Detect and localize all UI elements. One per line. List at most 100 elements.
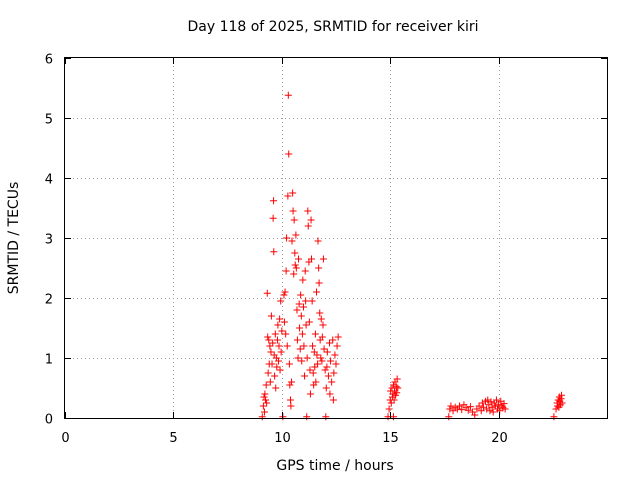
data-point [484, 396, 492, 404]
data-point [276, 366, 284, 374]
data-point [266, 378, 274, 386]
data-point [280, 291, 288, 299]
data-point [306, 390, 314, 398]
data-point [479, 403, 487, 411]
data-point [456, 402, 464, 410]
data-point [273, 336, 281, 344]
data-point [319, 321, 327, 329]
data-point [477, 407, 485, 415]
data-point [489, 408, 497, 416]
data-point [277, 348, 285, 356]
data-point [274, 321, 282, 329]
data-point [389, 413, 397, 421]
data-point [277, 297, 285, 305]
data-point [306, 366, 314, 374]
data-point [288, 378, 296, 386]
data-point [264, 369, 272, 377]
data-point [557, 391, 565, 399]
data-point [317, 354, 325, 362]
data-point [327, 357, 335, 365]
data-point [263, 289, 271, 297]
data-point [393, 375, 401, 383]
x-tick-label: 15 [382, 431, 399, 446]
data-point [285, 150, 293, 158]
data-point [313, 351, 321, 359]
data-point [294, 354, 302, 362]
data-point [301, 267, 309, 275]
data-point [318, 357, 326, 365]
data-point [471, 411, 479, 419]
data-point [302, 297, 310, 305]
data-points [258, 91, 566, 421]
data-point [449, 407, 457, 415]
data-point [275, 357, 283, 365]
data-point [271, 330, 279, 338]
data-point [550, 413, 558, 421]
data-point [330, 369, 338, 377]
data-point [309, 342, 317, 350]
data-point [315, 264, 323, 272]
data-point [297, 312, 305, 320]
data-point [445, 413, 453, 421]
y-tick-label: 5 [45, 113, 53, 128]
data-point [492, 396, 500, 404]
data-point [296, 324, 304, 332]
y-tick-label: 1 [45, 353, 53, 368]
data-point [276, 315, 284, 323]
data-point [328, 378, 336, 386]
data-point [280, 318, 288, 326]
data-point [312, 288, 320, 296]
data-point [298, 330, 306, 338]
data-point [292, 231, 300, 239]
data-point [265, 336, 273, 344]
data-point [446, 405, 454, 413]
data-point [293, 306, 301, 314]
data-point [271, 372, 279, 380]
data-point [267, 348, 275, 356]
data-point [288, 237, 296, 245]
data-point [286, 381, 294, 389]
data-point [298, 357, 306, 365]
data-point [258, 413, 266, 421]
data-point [332, 360, 340, 368]
data-point [558, 399, 566, 407]
data-point [301, 372, 309, 380]
data-point [262, 396, 270, 404]
data-point [321, 366, 329, 374]
data-point [302, 321, 310, 329]
data-point [309, 369, 317, 377]
data-point [317, 315, 325, 323]
data-point [286, 396, 294, 404]
data-point [282, 330, 290, 338]
data-point [299, 303, 307, 311]
data-point [500, 400, 508, 408]
data-point [329, 396, 337, 404]
data-point [292, 264, 300, 272]
data-point [284, 91, 292, 99]
data-point [290, 270, 298, 278]
data-point [312, 378, 320, 386]
data-point [278, 327, 286, 335]
grid-lines [65, 58, 607, 418]
data-point [311, 330, 319, 338]
data-point [466, 403, 474, 411]
data-point [318, 333, 326, 341]
data-point [267, 312, 275, 320]
data-point [263, 399, 271, 407]
data-point [304, 222, 312, 230]
data-point [390, 396, 398, 404]
data-point [329, 336, 337, 344]
data-point [308, 297, 316, 305]
y-tick-label: 2 [45, 293, 53, 308]
data-point [303, 413, 311, 421]
data-point [300, 342, 308, 350]
data-point [486, 407, 494, 415]
data-point [322, 413, 330, 421]
data-point [291, 261, 299, 269]
data-point [314, 360, 322, 368]
data-point [324, 372, 332, 380]
data-point [287, 402, 295, 410]
x-tick-label: 5 [169, 431, 177, 446]
data-point [281, 288, 289, 296]
